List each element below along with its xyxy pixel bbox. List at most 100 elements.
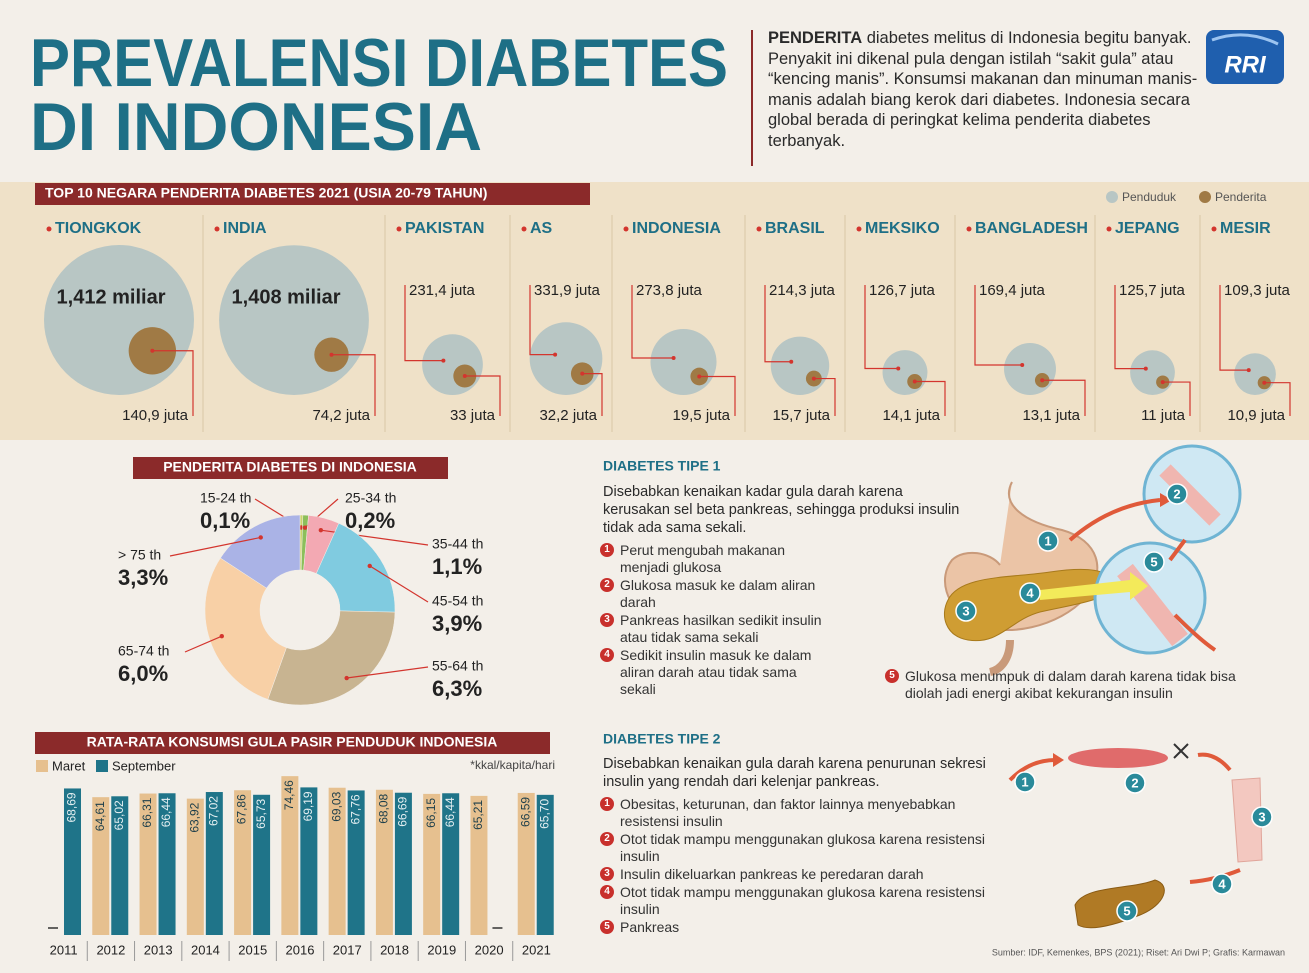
step-number: 5 <box>600 920 614 934</box>
value-label: 66,44 <box>443 797 457 827</box>
step-number: 3 <box>600 867 614 881</box>
step-number: 4 <box>600 648 614 662</box>
leader-dot <box>150 349 154 353</box>
tipe2-illustration <box>1010 744 1262 928</box>
step-item: 1Perut mengubah makanan menjadi glukosa <box>600 542 835 576</box>
value-label: 67,02 <box>206 796 220 826</box>
leader-dot <box>580 372 584 376</box>
x-tick-label: 2015 <box>238 942 267 957</box>
section-title: DIABETES TIPE 2 <box>603 731 721 747</box>
diagram-number: 5 <box>1123 903 1130 918</box>
x-tick-label: 2011 <box>50 942 78 957</box>
leader-dot <box>1262 381 1266 385</box>
value-label: 66,15 <box>424 798 438 828</box>
category-label: > 75 th <box>118 547 161 563</box>
tipe1-illustration <box>944 446 1240 672</box>
patient-label: 33 juta <box>450 407 496 424</box>
intro-lead: PENDERITA <box>768 29 862 47</box>
population-bubble <box>1234 353 1276 395</box>
leader-dot <box>1020 363 1024 367</box>
logo-text: RRI <box>1224 51 1267 78</box>
country-label: TIONGKOK <box>55 220 142 237</box>
category-label: 15-24 th <box>200 490 251 506</box>
diagram-number: 1 <box>1044 533 1051 548</box>
value-label: 66,69 <box>396 796 410 826</box>
intro: PENDERITA diabetes melitus di Indonesia … <box>768 28 1198 151</box>
value-label: 66,59 <box>518 797 532 827</box>
x-tick-label: 2020 <box>475 942 504 957</box>
step-item: 5 Pankreas <box>600 919 985 936</box>
legend-label: Penderita <box>1215 190 1267 204</box>
bullet <box>1107 227 1112 232</box>
diagram-number: 3 <box>1258 809 1265 824</box>
category-label: 45-54 th <box>432 593 483 609</box>
leader-dot <box>259 535 263 539</box>
diagram-number: 4 <box>1026 585 1034 600</box>
leader-dot <box>1161 380 1165 384</box>
intro-text: diabetes melitus di Indonesia begitu ban… <box>768 29 1197 150</box>
country-label: MESIR <box>1220 220 1271 237</box>
bullet <box>757 227 762 232</box>
legend-swatch <box>1199 191 1211 203</box>
value-label: 3,3% <box>118 565 168 590</box>
bullet <box>857 227 862 232</box>
patient-label: 140,9 juta <box>122 407 189 424</box>
step-item: 2 Otot tidak mampu menggunakan glukosa ka… <box>600 831 985 865</box>
value-label: 63,92 <box>187 802 201 832</box>
diagram-number: 1 <box>1021 774 1028 789</box>
description: Disebabkan kenaikan gula darah karena pe… <box>603 755 998 791</box>
leader-dot <box>553 353 557 357</box>
description: Disebabkan kenaikan kadar gula darah kar… <box>603 483 963 537</box>
x-mark <box>1174 744 1188 758</box>
leader-dot <box>1144 367 1148 371</box>
population-label: 214,3 juta <box>769 282 836 299</box>
diagram-number: 2 <box>1173 486 1180 501</box>
country-label: INDONESIA <box>632 220 721 237</box>
bullet <box>967 227 972 232</box>
x-tick-label: 2019 <box>427 942 456 957</box>
population-bubble <box>44 245 194 395</box>
step-text: Obesitas, keturunan, dan faktor lainnya … <box>620 796 985 830</box>
step-text: Glukosa menumpuk di dalam darah karena t… <box>905 668 1275 702</box>
population-label: 126,7 juta <box>869 282 936 299</box>
category-label: 35-44 th <box>432 536 483 552</box>
population-bubble <box>422 334 483 395</box>
value-label: 65,73 <box>254 798 268 828</box>
value-label: 6,0% <box>118 661 168 686</box>
category-label: 65-74 th <box>118 643 169 659</box>
population-bubble <box>219 245 369 395</box>
leader-dot <box>1247 368 1251 372</box>
chart-title: PENDERITA DIABETES DI INDONESIA <box>163 459 417 475</box>
leader-dot <box>463 374 467 378</box>
value-label: 65,21 <box>471 800 485 830</box>
value-label: 0,2% <box>345 508 395 533</box>
country-label: BRASIL <box>765 220 825 237</box>
step-number: 2 <box>600 832 614 846</box>
leader-dot <box>672 356 676 360</box>
diagram-number: 3 <box>962 603 969 618</box>
country-label: INDIA <box>223 220 267 237</box>
arrow-head <box>1053 753 1064 767</box>
step-text: Pankreas hasilkan sedikit insulin atau t… <box>620 612 835 646</box>
value-label: 68,69 <box>65 792 79 822</box>
population-label: 1,412 miliar <box>57 286 166 308</box>
leader-dot <box>1040 378 1044 382</box>
step-number: 2 <box>600 578 614 592</box>
value-label: 65,02 <box>112 800 126 830</box>
population-label: 231,4 juta <box>409 282 476 299</box>
population-label: 125,7 juta <box>1119 282 1186 299</box>
chart-title: RATA-RATA KONSUMSI GULA PASIR PENDUDUK I… <box>87 734 498 750</box>
step-text: Otot tidak mampu menggunakan glukosa kar… <box>620 831 985 865</box>
value-label: 6,3% <box>432 676 482 701</box>
value-label: 66,31 <box>140 797 154 827</box>
value-label: 1,1% <box>432 554 482 579</box>
step-text: Pankreas <box>620 919 679 936</box>
value-label: 3,9% <box>432 611 482 636</box>
population-bubble <box>650 329 716 395</box>
patient-label: 74,2 juta <box>312 407 370 424</box>
